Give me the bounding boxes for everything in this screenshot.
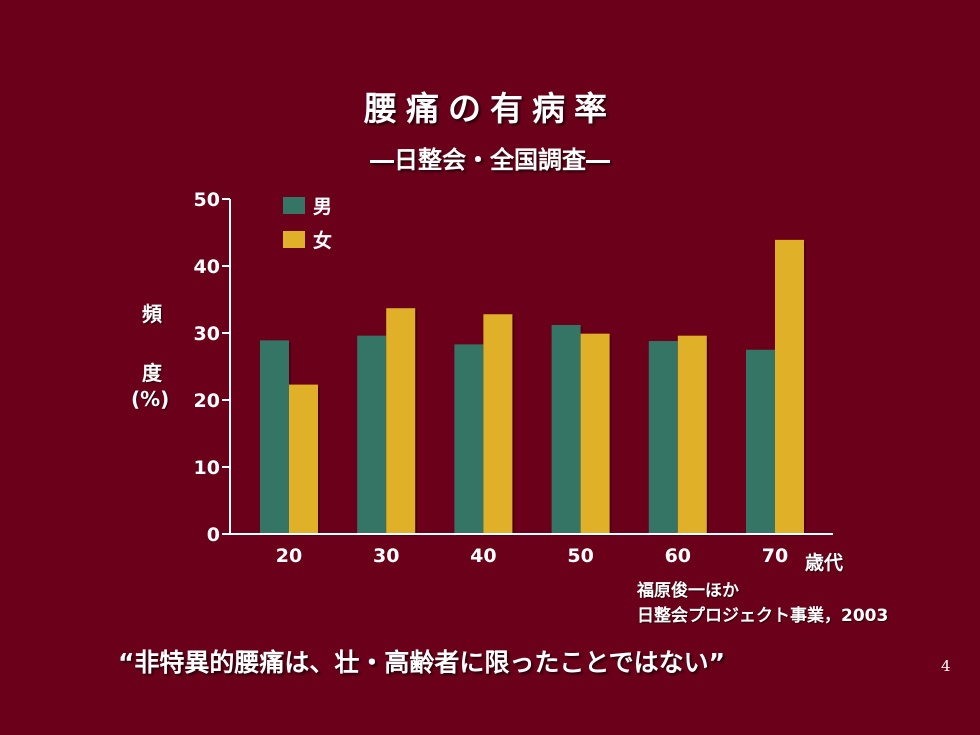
legend-label: 女 [313,229,332,252]
x-axis-unit-label: 歳代 [805,552,844,574]
bar [775,239,804,534]
x-tick-label: 60 [665,545,691,567]
slide-title: 腰痛の有病率 [364,89,616,128]
legend-swatch [283,231,305,248]
slide-subtitle: ―日整会・全国調査― [370,146,610,174]
source-author: 福原俊一ほか [637,581,739,601]
y-axis-label-char: 頻 [142,302,162,326]
legend-swatch [283,197,305,214]
y-axis-label-char: 度 [142,361,162,385]
bar [580,333,610,534]
y-axis-label-char: (%) [131,387,170,411]
bar [483,314,513,534]
bar [386,308,416,534]
bar [746,349,775,534]
x-tick-label: 50 [567,545,593,567]
y-tick-label: 50 [194,189,220,211]
x-tick-label: 70 [762,545,788,567]
x-tick-label: 30 [373,545,399,567]
x-tick-label: 20 [276,545,302,567]
bar [260,340,289,534]
y-tick-label: 30 [194,323,220,345]
y-tick-label: 0 [207,524,220,546]
bar [454,344,484,534]
source-project: 日整会プロジェクト事業，2003 [637,606,889,626]
y-tick-label: 10 [194,457,220,479]
bar [677,335,707,534]
bar [357,335,387,534]
bar [648,341,678,534]
conclusion-quote: “非特異的腰痛は、壮・高齢者に限ったことではない” [118,648,726,677]
x-tick-label: 40 [470,545,496,567]
bar [551,324,581,534]
y-tick-label: 40 [194,256,220,278]
y-tick-label: 20 [194,390,220,412]
page-number: 4 [941,657,951,675]
legend-label: 男 [313,196,332,218]
bar [289,384,318,534]
